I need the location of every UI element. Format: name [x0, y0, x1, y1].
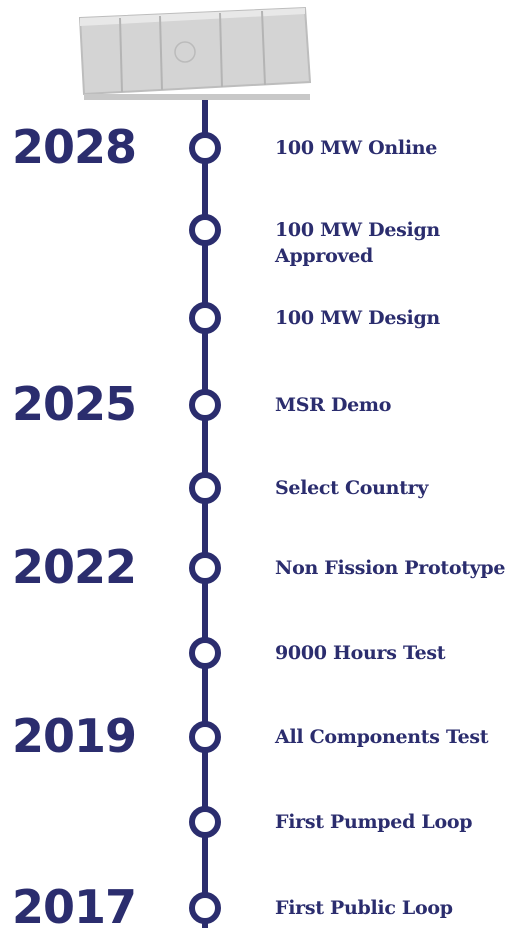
milestone-label: 100 MW Online — [275, 137, 438, 159]
milestone-node — [189, 721, 221, 753]
milestone-label: 100 MW Design — [275, 307, 440, 329]
year: 2019 — [12, 709, 137, 763]
milestone-label: 9000 Hours Test — [275, 642, 446, 664]
container-illustration — [78, 6, 312, 100]
milestone-node — [189, 892, 221, 924]
milestone-label: Non Fission Prototype — [275, 557, 506, 579]
year: 2017 — [12, 880, 137, 928]
milestone-label: Select Country — [275, 477, 429, 499]
milestone-label: First Pumped Loop — [275, 811, 473, 833]
milestone-label: MSR Demo — [275, 394, 392, 416]
year: 2025 — [12, 377, 137, 431]
milestone-node — [189, 132, 221, 164]
milestone-node — [189, 302, 221, 334]
milestone-label: All Components Test — [275, 726, 489, 748]
milestone-label: 100 MW Design — [275, 219, 440, 241]
milestone-label: First Public Loop — [275, 897, 453, 919]
milestone-label: Approved — [275, 245, 374, 267]
milestone-node — [189, 806, 221, 838]
milestone-node — [189, 214, 221, 246]
milestone-node — [189, 552, 221, 584]
year: 2028 — [12, 120, 137, 174]
year: 2022 — [12, 540, 137, 594]
milestone-node — [189, 472, 221, 504]
milestone-node — [189, 389, 221, 421]
milestone-node — [189, 637, 221, 669]
